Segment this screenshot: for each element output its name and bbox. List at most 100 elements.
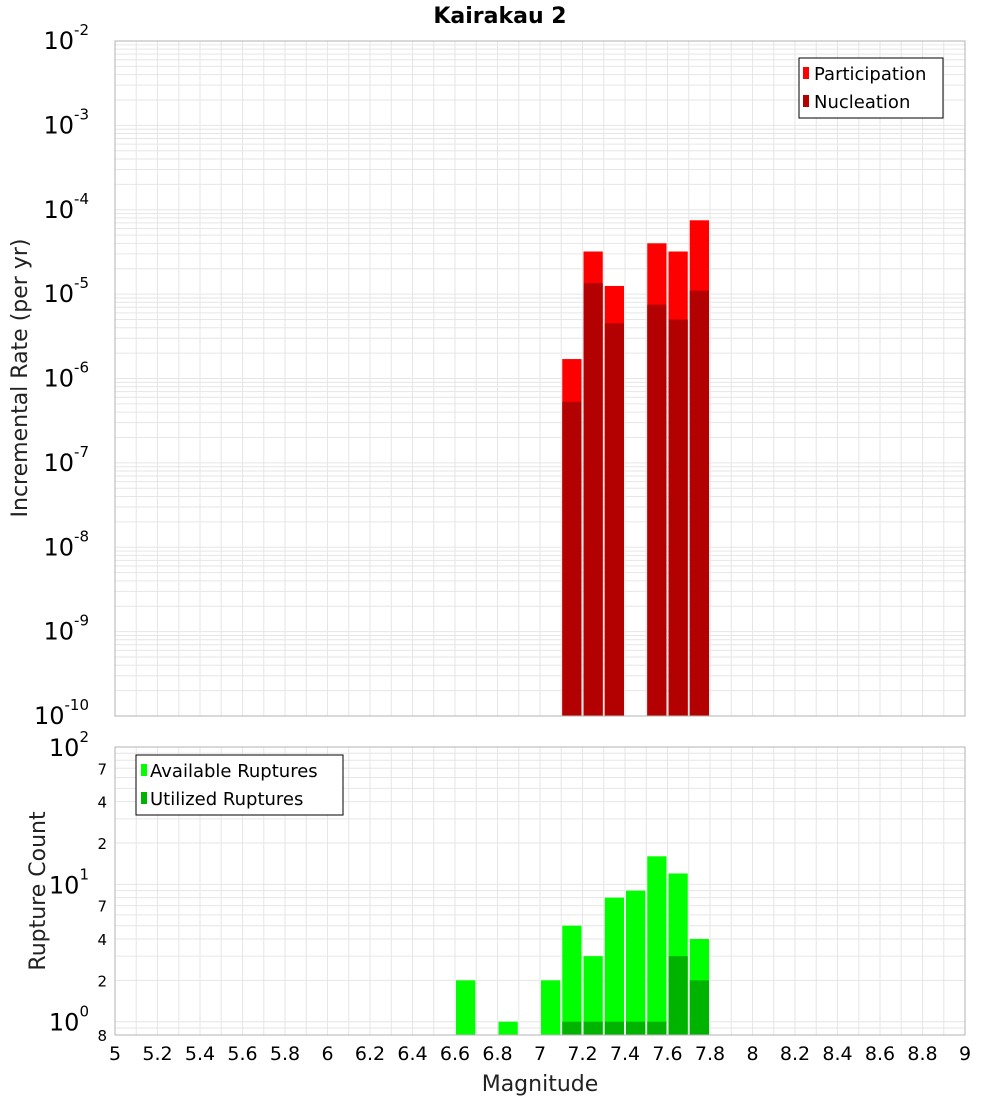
nucleation-bar <box>689 290 709 716</box>
x-tick-label: 5.2 <box>142 1043 172 1065</box>
bottom-y-minor-tick-label: 4 <box>97 931 107 949</box>
bottom-plot-frame <box>114 746 966 1036</box>
bottom-y-minor-tick-label: 2 <box>97 972 107 990</box>
bottom-y-minor-tick-label: 4 <box>97 794 107 812</box>
tick-label-exponent: -10 <box>65 696 90 714</box>
legend-label-participation: Participation <box>814 64 926 85</box>
bottom-legend <box>135 754 344 816</box>
tick-label-exponent: -3 <box>74 105 89 123</box>
bottom-y-minor-tick-label: 8 <box>97 1027 107 1045</box>
tick-label-exponent: -9 <box>74 612 89 630</box>
tick-label-base: 10 <box>49 871 80 899</box>
utilized-ruptures-bar <box>626 1021 646 1035</box>
available-ruptures-bar <box>583 956 603 1035</box>
x-tick-label: 5.4 <box>185 1043 215 1065</box>
legend-label-utilized: Utilized Ruptures <box>150 789 303 810</box>
x-tick-label: 5.6 <box>227 1043 257 1065</box>
bottom-y-minor-tick-label: 2 <box>97 835 107 853</box>
tick-label-base: 10 <box>43 280 74 308</box>
available-ruptures-bar <box>626 890 646 1035</box>
tick-label-base: 10 <box>49 734 80 762</box>
top-y-tick-label: 10-2 <box>43 21 89 55</box>
utilized-ruptures-bar <box>583 1021 603 1035</box>
legend-swatch-participation <box>803 67 809 79</box>
tick-label-base: 10 <box>43 533 74 561</box>
tick-label-exponent: -4 <box>74 190 89 208</box>
x-tick-label: 6.2 <box>355 1043 385 1065</box>
top-y-tick-label: 10-5 <box>43 274 89 308</box>
bottom-y-axis-title: Rupture Count <box>26 811 51 971</box>
legend-label-available: Available Ruptures <box>150 761 318 782</box>
top-y-tick-label: 10-3 <box>43 105 89 139</box>
tick-label-base: 10 <box>43 111 74 139</box>
x-tick-label: 7.6 <box>652 1043 682 1065</box>
x-tick-label: 6.4 <box>397 1043 427 1065</box>
tick-label-exponent: 0 <box>79 1003 89 1021</box>
nucleation-bar <box>583 283 603 716</box>
nucleation-bar <box>668 319 688 716</box>
legend-swatch-nucleation <box>803 95 809 107</box>
x-tick-label: 9 <box>959 1043 971 1065</box>
x-tick-label: 7 <box>534 1043 546 1065</box>
top-plot-frame <box>114 40 966 717</box>
utilized-ruptures-bar <box>668 956 688 1035</box>
top-y-tick-label: 10-7 <box>43 443 89 477</box>
top-y-tick-label: 10-10 <box>34 696 89 730</box>
x-tick-label: 7.2 <box>567 1043 597 1065</box>
x-tick-label: 6 <box>321 1043 333 1065</box>
available-ruptures-bar <box>604 897 624 1035</box>
tick-label-base: 10 <box>49 1009 80 1037</box>
top-y-tick-label: 10-8 <box>43 527 89 561</box>
top-y-tick-label: 10-9 <box>43 612 89 646</box>
x-tick-label: 5 <box>109 1043 121 1065</box>
tick-label-base: 10 <box>43 449 74 477</box>
tick-label-base: 10 <box>43 618 74 646</box>
tick-label-base: 10 <box>43 365 74 393</box>
x-tick-label: 5.8 <box>270 1043 300 1065</box>
nucleation-bar <box>647 304 667 716</box>
nucleation-bar <box>604 323 624 716</box>
available-ruptures-bar <box>456 980 476 1035</box>
top-legend <box>798 57 944 119</box>
tick-label-exponent: -8 <box>74 527 89 545</box>
x-tick-label: 8.8 <box>907 1043 937 1065</box>
utilized-ruptures-bar <box>562 1021 582 1035</box>
available-ruptures-bar <box>647 856 667 1035</box>
top-y-tick-label: 10-6 <box>43 359 89 393</box>
x-tick-label: 7.8 <box>695 1043 725 1065</box>
available-ruptures-bar <box>541 980 561 1035</box>
x-tick-label: 6.8 <box>482 1043 512 1065</box>
bottom-y-tick-label: 101 <box>49 865 89 899</box>
nucleation-bar <box>562 401 582 716</box>
legend-swatch-available <box>141 764 147 776</box>
x-tick-label: 6.6 <box>440 1043 470 1065</box>
tick-label-exponent: -5 <box>74 274 89 292</box>
chart-title: Kairakau 2 <box>433 4 566 29</box>
x-tick-label: 8.2 <box>780 1043 810 1065</box>
x-tick-label: 8.6 <box>865 1043 895 1065</box>
x-tick-label: 8.4 <box>822 1043 852 1065</box>
tick-label-exponent: -7 <box>74 443 89 461</box>
tick-label-exponent: 1 <box>79 865 89 883</box>
tick-label-exponent: -2 <box>74 21 89 39</box>
bottom-y-tick-label: 100 <box>49 1003 89 1037</box>
bottom-y-minor-tick-label: 7 <box>97 760 107 778</box>
available-ruptures-bar <box>562 925 582 1035</box>
utilized-ruptures-bar <box>647 1021 667 1035</box>
tick-label-base: 10 <box>43 196 74 224</box>
utilized-ruptures-bar <box>689 980 709 1035</box>
x-tick-label: 7.4 <box>610 1043 640 1065</box>
tick-label-exponent: 2 <box>79 728 89 746</box>
tick-label-exponent: -6 <box>74 359 89 377</box>
available-ruptures-bar <box>498 1021 518 1035</box>
legend-label-nucleation: Nucleation <box>814 92 910 113</box>
utilized-ruptures-bar <box>604 1021 624 1035</box>
legend-swatch-utilized <box>141 792 147 804</box>
tick-label-base: 10 <box>34 702 65 730</box>
bottom-y-minor-tick-label: 7 <box>97 898 107 916</box>
top-y-axis-title: Incremental Rate (per yr) <box>8 239 33 518</box>
top-y-tick-label: 10-4 <box>43 190 89 224</box>
x-axis-title: Magnitude <box>482 1072 599 1097</box>
